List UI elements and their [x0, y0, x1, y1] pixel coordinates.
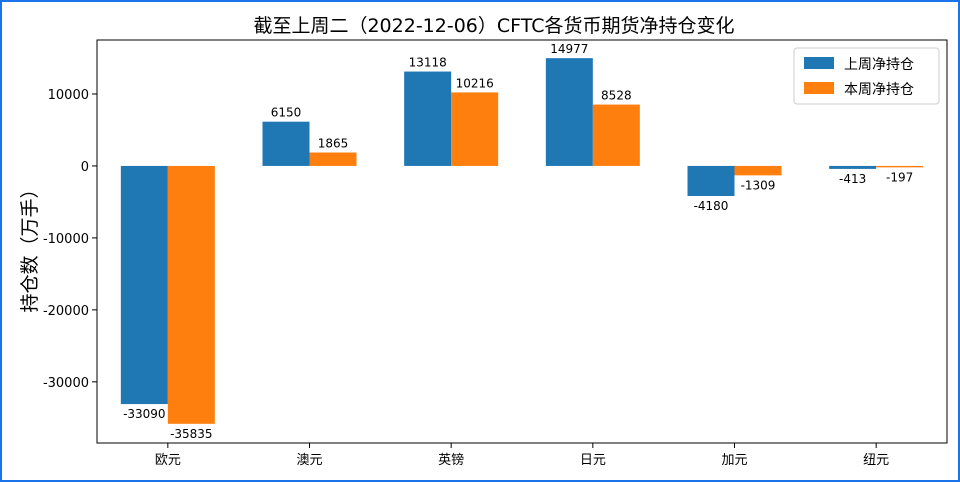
- x-tick-label: 欧元: [155, 453, 181, 468]
- bar-last-week: [687, 165, 735, 197]
- y-tick-label: -10000: [43, 232, 89, 247]
- legend-label: 上周净持仓: [844, 57, 914, 73]
- legend-swatch: [804, 82, 834, 94]
- data-label: -413: [839, 172, 866, 186]
- chart-title: 截至上周二（2022-12-06）CFTC各货币期货净持仓变化: [253, 15, 734, 37]
- bar-this-week: [734, 165, 782, 176]
- y-tick-label: 10000: [48, 88, 89, 103]
- data-label: 6150: [271, 106, 302, 120]
- bar-this-week: [451, 92, 499, 166]
- data-label: -197: [886, 170, 913, 184]
- bar-this-week: [592, 104, 640, 166]
- data-label: 14977: [550, 42, 588, 56]
- x-tick-label: 日元: [580, 453, 606, 468]
- bar-last-week: [545, 58, 593, 166]
- x-tick-label: 加元: [721, 453, 747, 468]
- legend-swatch: [804, 57, 834, 69]
- data-label: -33090: [123, 407, 166, 421]
- y-tick-label: -30000: [43, 376, 89, 391]
- data-label: -35835: [170, 427, 213, 441]
- x-tick-label: 纽元: [863, 453, 889, 468]
- y-tick-label: 0: [81, 160, 89, 175]
- y-axis: 10000 0 -10000 -20000 -30000: [43, 88, 97, 391]
- data-label: 13118: [409, 56, 447, 70]
- data-label: -1309: [741, 178, 776, 192]
- legend-label: 本周净持仓: [844, 82, 914, 98]
- data-labels-group: -33090 -35835 6150 1865 13118 10216 14977 8528 -…: [123, 42, 913, 441]
- y-axis-label: 持仓数（万手）: [19, 179, 41, 312]
- bar-this-week: [876, 165, 924, 168]
- y-tick-label: -20000: [43, 304, 89, 319]
- bars-group: [120, 58, 924, 424]
- bar-last-week: [829, 165, 877, 169]
- data-label: -4180: [694, 199, 729, 213]
- x-tick-label: 英镑: [438, 452, 464, 468]
- bar-last-week: [120, 165, 168, 405]
- data-label: 1865: [318, 137, 349, 151]
- bar-this-week: [309, 152, 357, 166]
- data-label: 10216: [456, 76, 494, 90]
- plot-area-border: [96, 39, 948, 444]
- x-axis: 欧元 澳元 英镑 日元 加元 纽元: [155, 443, 889, 468]
- bar-last-week: [404, 71, 452, 166]
- bar-last-week: [262, 121, 310, 166]
- x-tick-label: 澳元: [296, 452, 322, 468]
- data-label: 8528: [601, 89, 632, 103]
- bar-this-week: [167, 165, 215, 424]
